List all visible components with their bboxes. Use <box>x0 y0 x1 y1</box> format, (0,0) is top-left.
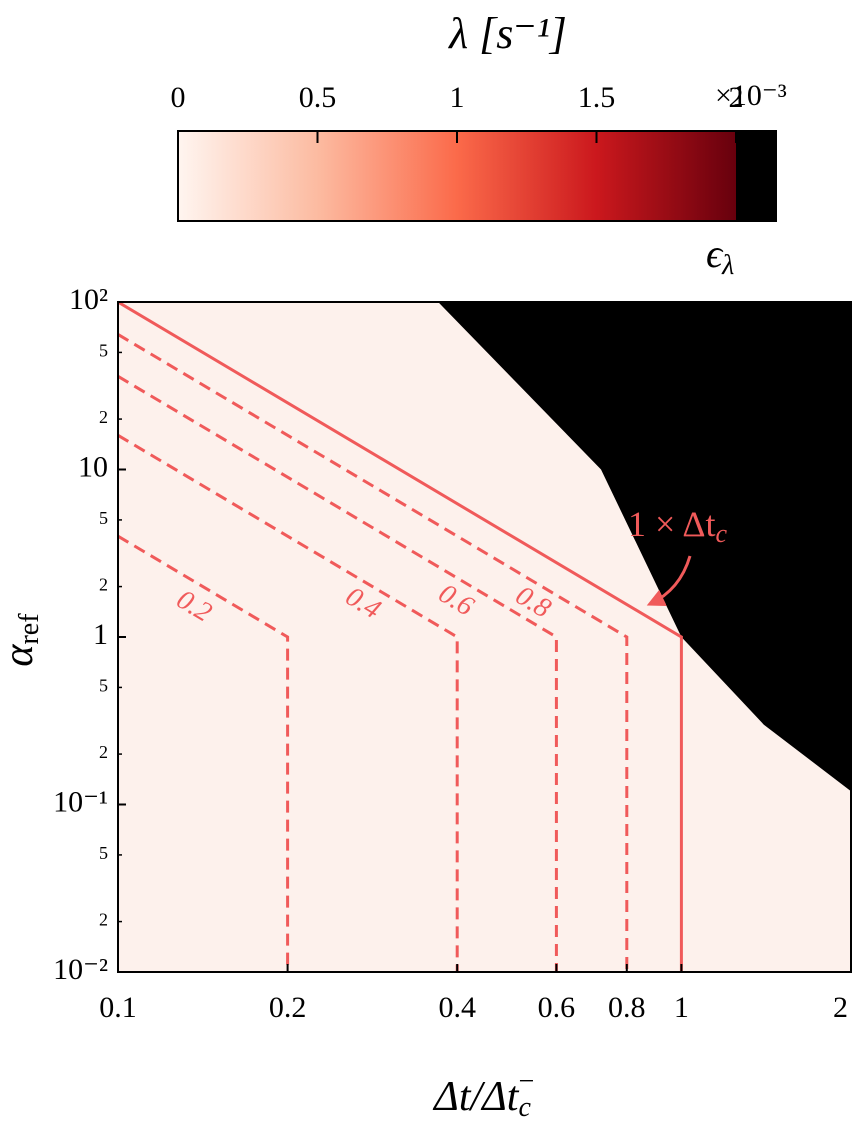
x-tick-label: 0.4 <box>438 991 476 1024</box>
contour-line <box>117 434 459 972</box>
contour-line <box>117 534 290 972</box>
y-tick-label: 10⁻¹ <box>53 785 108 818</box>
y-tick-label: 10² <box>69 283 108 316</box>
contour-line <box>117 333 629 972</box>
label-part: λ <box>721 250 734 281</box>
colorbar-label: λ [s⁻¹] <box>447 9 567 58</box>
y-minor-label: 5 <box>99 843 108 863</box>
y-minor-label: 2 <box>99 575 108 595</box>
y-tick-label: 1 <box>93 618 108 651</box>
label-part: α <box>0 644 42 667</box>
colorbar-frame <box>177 130 777 222</box>
y-minor-label: 2 <box>99 910 108 930</box>
y-minor-label: 2 <box>99 742 108 762</box>
plot-area <box>118 302 851 972</box>
contour-line <box>117 300 683 972</box>
x-tick-label: 1 <box>674 991 689 1024</box>
unstable-region <box>438 302 851 792</box>
label-part: ϵ <box>706 231 724 276</box>
annotation-arrow <box>646 555 692 607</box>
x-tick-label: 0.6 <box>538 991 576 1024</box>
label-part: − <box>517 1066 536 1097</box>
x-tick-label: 2 <box>833 991 848 1024</box>
y-axis-label: αref <box>0 613 45 667</box>
contour-label: 1 × Δtc <box>628 504 727 548</box>
colorbar-extension-label: ϵλ <box>706 231 734 281</box>
label-part: 1 × Δt <box>628 504 715 544</box>
colorbar-tick-label: 0 <box>171 81 186 114</box>
colorbar-tick-label: 2 <box>729 81 744 114</box>
colorbar-offset: ×10⁻³ <box>715 79 787 112</box>
y-minor-label: 5 <box>99 676 108 696</box>
colorbar-tick-label: 0.5 <box>299 81 337 114</box>
x-tick-label: 0.8 <box>608 991 646 1024</box>
y-minor-label: 2 <box>99 407 108 427</box>
colorbar-extension <box>736 131 776 221</box>
colorbar <box>178 131 736 221</box>
y-tick-label: 10⁻² <box>53 953 108 986</box>
x-axis-label: Δt/Δtc− <box>432 1066 536 1123</box>
label-part: c <box>518 1092 531 1123</box>
colorbar-tick-label: 1 <box>450 81 465 114</box>
y-tick-label: 10 <box>78 450 108 483</box>
x-tick-label: 0.1 <box>99 991 137 1024</box>
contour-line <box>117 375 558 972</box>
y-minor-label: 5 <box>99 341 108 361</box>
y-minor-label: 5 <box>99 508 108 528</box>
label-part: Δt/Δt <box>432 1074 520 1120</box>
colorbar-tick-label: 1.5 <box>578 81 616 114</box>
label-part: c <box>715 519 727 548</box>
x-tick-label: 0.2 <box>269 991 307 1024</box>
label-part: ref <box>14 613 45 645</box>
